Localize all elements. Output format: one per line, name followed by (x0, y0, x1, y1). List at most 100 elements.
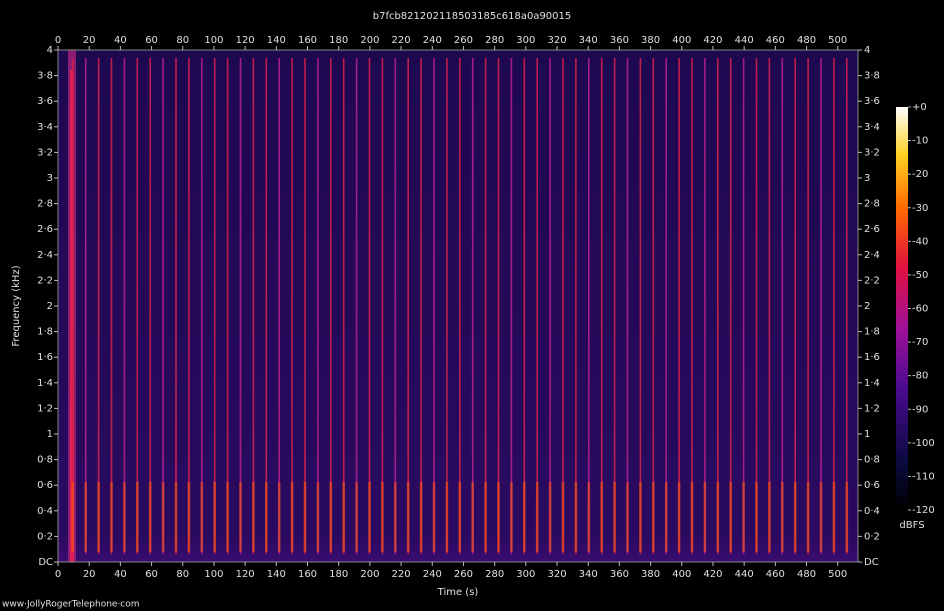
y-tick-label: 4 (47, 45, 53, 56)
spectrum-stripe (781, 58, 784, 554)
x-tick-label: 400 (672, 569, 691, 580)
spectrum-stripe (549, 58, 551, 554)
spectrum-low (574, 482, 578, 552)
spectrum-low (664, 482, 668, 552)
y-tick-label-right: 2 (864, 301, 870, 312)
spectrum-stripe (317, 58, 319, 554)
x-tick-label-top: 480 (797, 35, 816, 46)
spectrum-low (265, 482, 268, 552)
spectrum-low (174, 482, 178, 552)
spectrum-stripe (355, 58, 358, 554)
y-tick-label: 1·6 (37, 352, 53, 363)
spectrum-low (97, 482, 100, 552)
spectrum-stripe (717, 58, 719, 554)
x-tick-label-top: 60 (145, 35, 158, 46)
x-tick-label-top: 420 (703, 35, 722, 46)
spectrum-stripe (433, 58, 435, 554)
y-tick-label: 2·8 (37, 199, 53, 210)
x-tick-label-top: 180 (329, 35, 348, 46)
spectrum-stripe (536, 58, 538, 554)
y-tick-label-right: DC (864, 557, 879, 568)
colorbar-tick-label: -50 (912, 270, 928, 281)
spectrum-low (252, 482, 255, 552)
spectrum-low (548, 482, 552, 552)
spectrum-stripe (149, 58, 151, 554)
y-tick-label: 1·2 (37, 403, 53, 414)
x-tick-label-top: 100 (204, 35, 223, 46)
x-tick-label: 420 (703, 569, 722, 580)
spectrum-stripe (188, 58, 190, 554)
spectrum-low (419, 482, 423, 552)
y-tick-label-right: 3·8 (864, 71, 880, 82)
y-tick-label: 3 (47, 173, 53, 184)
x-tick-label: 460 (766, 569, 785, 580)
y-tick-label: 3·8 (37, 71, 53, 82)
x-tick-label: 500 (828, 569, 847, 580)
x-tick-label: 100 (204, 569, 223, 580)
x-tick-label: 20 (83, 569, 96, 580)
spectrum-stripe (226, 58, 229, 554)
spectrum-low (136, 482, 139, 552)
x-tick-label: 240 (423, 569, 442, 580)
spectrum-low (484, 482, 487, 552)
x-tick-label-top: 0 (55, 35, 61, 46)
y-tick-label-right: 0·6 (864, 480, 880, 491)
spectrum-stripe (768, 58, 771, 554)
y-tick-label: 3·4 (37, 122, 53, 133)
y-tick-label-right: 3·2 (864, 147, 880, 158)
spectrum-stripe (201, 58, 203, 554)
spectrum-stripe (497, 58, 500, 554)
colorbar-tick-label: -30 (912, 203, 928, 214)
x-tick-label-top: 120 (236, 35, 255, 46)
x-tick-label: 0 (55, 569, 61, 580)
spectrum-low (445, 482, 449, 552)
spectrum-stripe (304, 58, 306, 554)
x-tick-label-top: 80 (176, 35, 189, 46)
spectrum-low (200, 482, 204, 552)
spectrum-stripe (72, 58, 74, 554)
x-tick-label: 300 (516, 569, 535, 580)
colorbar-tick-label: -110 (912, 471, 935, 482)
spectrum-low (703, 482, 707, 552)
x-tick-label-top: 340 (579, 35, 598, 46)
x-tick-label-top: 160 (298, 35, 317, 46)
spectrum-stripe (600, 58, 603, 554)
colorbar-tick-label: -100 (912, 438, 935, 449)
spectrum-stripe (213, 58, 216, 554)
y-tick-label: 3·6 (37, 96, 53, 107)
x-tick-label: 80 (176, 569, 189, 580)
plot-background (58, 50, 858, 562)
spectrum-low (587, 482, 591, 552)
colorbar-tick-label: -40 (912, 236, 928, 247)
spectrum-low (226, 482, 229, 552)
spectrum-stripe (265, 58, 268, 554)
spectrum-stripe (368, 58, 371, 554)
spectrum-stripe (484, 58, 487, 554)
x-tick-label: 140 (267, 569, 286, 580)
spectrum-stripe (523, 58, 526, 554)
spectrum-stripe (613, 58, 616, 554)
x-tick-label-top: 240 (423, 35, 442, 46)
y-tick-label: 1·8 (37, 327, 53, 338)
x-tick-label-top: 380 (641, 35, 660, 46)
y-tick-label: 1·4 (37, 378, 53, 389)
x-tick-label-top: 40 (114, 35, 127, 46)
spectrum-low (832, 482, 836, 552)
spectrum-low (819, 482, 823, 552)
colorbar-tick-label: -120 (912, 505, 935, 516)
spectrum-low (600, 482, 603, 552)
spectrum-low (497, 482, 500, 552)
spectrum-low (845, 482, 849, 552)
spectrum-low (523, 482, 526, 552)
spectrum-low (71, 482, 75, 552)
spectrum-stripe (136, 58, 139, 554)
spectrum-low (677, 482, 681, 552)
spectrum-low (381, 482, 384, 552)
y-tick-label-right: 0·2 (864, 531, 880, 542)
spectrum-low (213, 482, 216, 552)
x-tick-label-top: 280 (485, 35, 504, 46)
spectrum-low (652, 482, 655, 552)
spectrum-low (793, 482, 797, 552)
x-tick-label-top: 320 (547, 35, 566, 46)
